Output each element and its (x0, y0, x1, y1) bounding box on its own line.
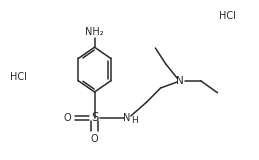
Text: HCl: HCl (10, 72, 27, 82)
Text: S: S (91, 111, 98, 124)
Text: N: N (176, 76, 184, 86)
Text: NH₂: NH₂ (85, 27, 104, 37)
Text: O: O (91, 134, 98, 144)
Text: H: H (131, 116, 138, 125)
Text: O: O (64, 113, 71, 123)
Text: N: N (123, 113, 131, 123)
Text: HCl: HCl (219, 11, 236, 21)
